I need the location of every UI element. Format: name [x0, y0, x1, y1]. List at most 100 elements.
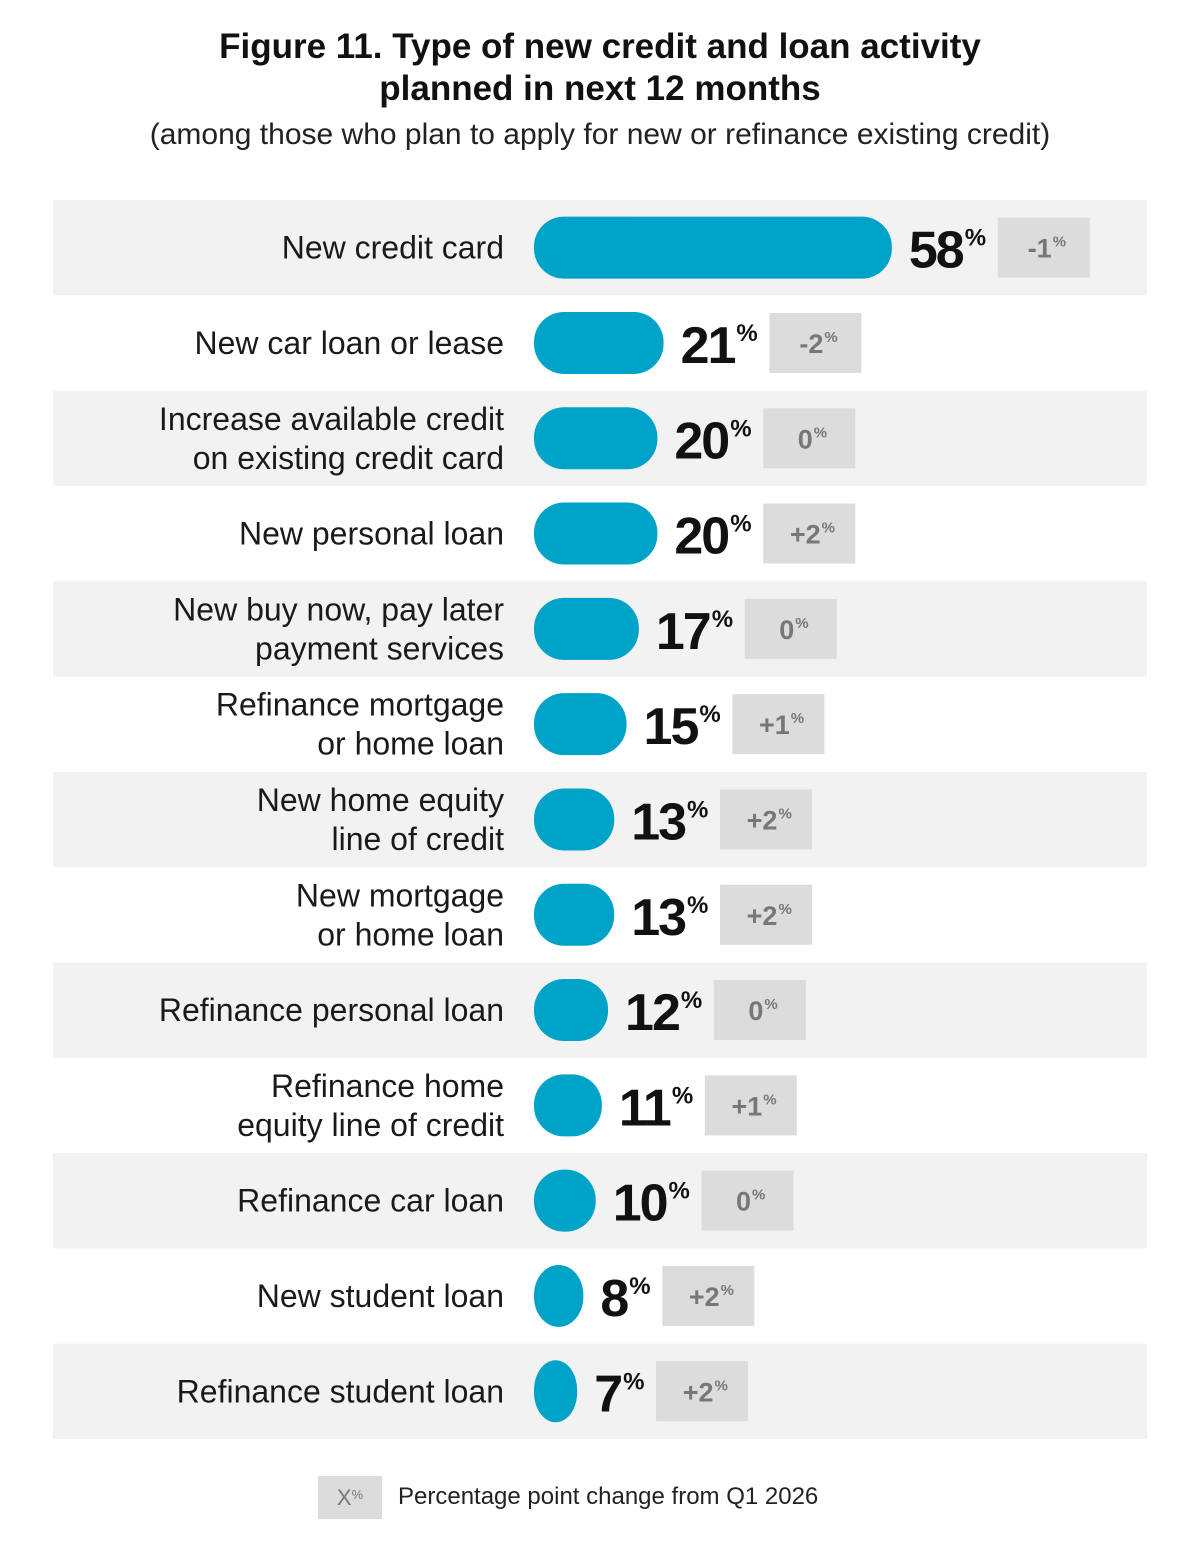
data-label: 13 [631, 889, 686, 947]
category-label: New student loan [257, 1278, 504, 1314]
change-label: -1 [1028, 234, 1052, 264]
legend-swatch: X% [318, 1476, 382, 1519]
change-label: 0 [736, 1187, 751, 1217]
data-label-unit: % [672, 1082, 693, 1109]
change-box [656, 1361, 749, 1422]
data-label: 7 [594, 1365, 621, 1423]
bar [534, 407, 658, 470]
category-label: equity line of credit [237, 1107, 504, 1143]
bar [534, 502, 658, 565]
category-label: New personal loan [239, 516, 504, 552]
change-label-unit: % [791, 710, 804, 727]
data-label-unit: % [712, 606, 733, 633]
category-label: Refinance personal loan [159, 992, 504, 1028]
chart-title: Figure 11. Type of new credit and loan a… [0, 26, 1200, 110]
row-background [53, 1343, 1147, 1439]
data-label: 17 [656, 603, 710, 661]
change-box [732, 694, 825, 755]
data-label: 20 [674, 508, 728, 566]
data-label: 58 [909, 222, 964, 280]
chart-title-line-2: planned in next 12 months [379, 69, 821, 108]
chart-title-line-1: Figure 11. Type of new credit and loan a… [219, 27, 981, 66]
data-label-unit: % [669, 1178, 690, 1205]
category-label: on existing credit card [193, 440, 504, 476]
change-label: +1 [759, 710, 790, 740]
data-label-unit: % [629, 1273, 650, 1300]
change-box [744, 598, 837, 659]
change-box [763, 408, 856, 469]
bar [534, 1360, 578, 1423]
category-label: Refinance car loan [237, 1183, 504, 1219]
row-background [53, 1153, 1147, 1249]
data-label-unit: % [623, 1368, 644, 1395]
change-label-unit: % [814, 424, 827, 441]
bar [534, 883, 615, 946]
bar [534, 311, 664, 374]
legend-swatch-unit: % [351, 1487, 364, 1502]
chart-subtitle: (among those who plan to apply for new o… [149, 118, 1051, 151]
change-label-unit: % [824, 329, 837, 346]
data-label-unit: % [730, 415, 751, 442]
change-label-unit: % [778, 805, 791, 822]
change-label-unit: % [752, 1187, 765, 1204]
data-label-unit: % [699, 701, 720, 728]
data-label: 21 [681, 317, 736, 375]
data-label-unit: % [730, 511, 751, 538]
change-label-unit: % [1053, 234, 1066, 251]
category-label: Refinance mortgage [216, 687, 504, 723]
change-label: +2 [747, 805, 778, 835]
category-label: Refinance home [271, 1068, 504, 1104]
change-label-unit: % [715, 1377, 728, 1394]
data-label: 15 [644, 698, 699, 756]
change-label-unit: % [822, 520, 835, 537]
data-label-unit: % [736, 320, 757, 347]
data-label: 13 [631, 793, 686, 851]
category-label: New car loan or lease [195, 325, 504, 361]
data-label-unit: % [687, 892, 708, 919]
change-box [713, 980, 806, 1041]
bar [534, 979, 609, 1042]
category-label: line of credit [331, 821, 504, 857]
change-label: 0 [779, 615, 794, 645]
legend-swatch-text: X [336, 1484, 352, 1510]
change-label: -2 [799, 329, 823, 359]
data-label: 10 [613, 1175, 667, 1233]
bar [534, 788, 615, 851]
bar [534, 1169, 596, 1232]
change-box [769, 312, 862, 373]
change-box [763, 503, 856, 564]
category-label: or home loan [317, 916, 504, 952]
category-label: New home equity [257, 782, 504, 818]
change-label: +2 [683, 1377, 714, 1407]
change-label: 0 [798, 424, 813, 454]
category-label: New mortgage [296, 877, 504, 913]
change-label: 0 [748, 996, 763, 1026]
change-label-unit: % [763, 1091, 776, 1108]
data-label: 20 [674, 412, 728, 470]
change-label-unit: % [778, 901, 791, 918]
change-label: +1 [731, 1091, 762, 1121]
category-label: or home loan [317, 726, 504, 762]
category-label: New credit card [282, 230, 504, 266]
bar [534, 597, 639, 660]
legend-label: Percentage point change from Q1 2026 [398, 1483, 819, 1510]
data-label: 11 [619, 1079, 671, 1137]
category-label: payment services [255, 630, 504, 666]
category-label: Increase available credit [159, 401, 504, 437]
change-label: +2 [747, 901, 778, 931]
change-box [720, 884, 813, 945]
change-label-unit: % [721, 1282, 734, 1299]
change-box [701, 1170, 794, 1231]
bar [534, 216, 892, 279]
bar [534, 1264, 584, 1327]
change-label: +2 [689, 1282, 720, 1312]
change-label: +2 [790, 520, 821, 550]
change-label-unit: % [795, 615, 808, 632]
change-box [704, 1075, 797, 1136]
category-label: Refinance student loan [177, 1373, 504, 1409]
data-label: 12 [625, 984, 679, 1042]
change-label-unit: % [764, 996, 777, 1013]
data-label-unit: % [687, 796, 708, 823]
change-box [662, 1265, 755, 1326]
